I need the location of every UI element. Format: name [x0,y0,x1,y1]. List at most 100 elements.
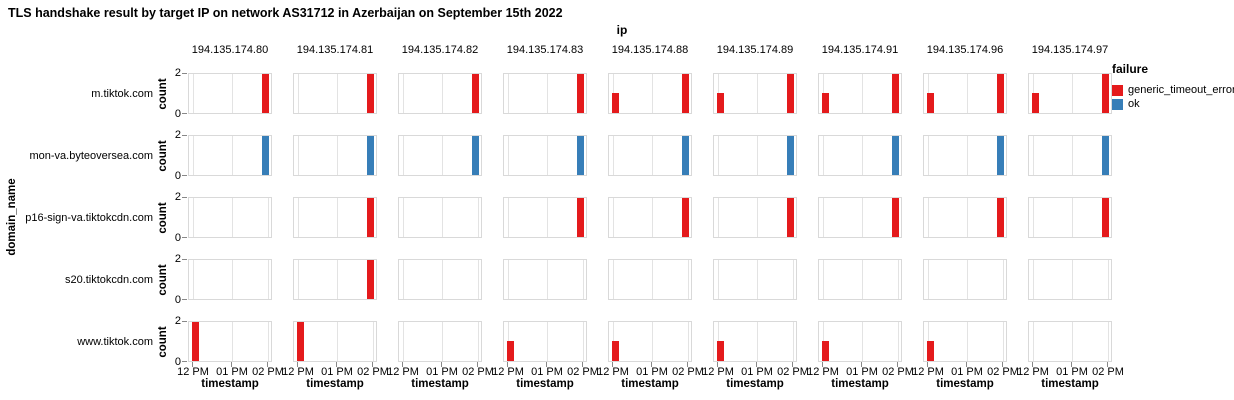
bar [577,198,584,237]
y-axis-tick-label: 0 [174,170,181,182]
gridline [652,198,653,237]
facet-cell [818,73,902,114]
facet-column-axis-title: ip [616,23,628,37]
bar [192,322,199,361]
bar [892,198,899,237]
bar [297,322,304,361]
gridline [823,136,824,175]
gridline [862,322,863,361]
bar [577,136,584,175]
gridline [298,198,299,237]
gridline [298,260,299,299]
bar [682,198,689,237]
x-axis-tick [297,362,298,367]
facet-cell [188,135,272,176]
bar [367,74,374,113]
y-axis-tick-label: 0 [174,108,181,120]
gridline [1033,322,1034,361]
bar [997,198,1004,237]
x-axis-tick-label: 12 PM [177,366,209,378]
facet-column-header: 194.135.174.81 [296,44,374,56]
gridline [478,198,479,237]
legend-label: ok [1128,98,1140,110]
bar [612,341,619,361]
facet-cell [293,321,377,362]
facet-cell [818,259,902,300]
gridline [688,322,689,361]
facet-cell [1028,259,1112,300]
gridline [967,74,968,113]
bar [262,136,269,175]
facet-cell [923,321,1007,362]
gridline [193,198,194,237]
x-axis-title: timestamp [936,378,994,390]
x-axis-tick-label: 12 PM [702,366,734,378]
x-axis-tick-label: 01 PM [846,366,878,378]
gridline [1033,260,1034,299]
facet-cell [713,321,797,362]
bar [612,93,619,113]
gridline [478,322,479,361]
bar [997,74,1004,113]
y-axis-tick [182,237,187,238]
gridline [793,260,794,299]
gridline [652,260,653,299]
gridline [1072,74,1073,113]
gridline [193,74,194,113]
x-axis-tick-label: 02 PM [252,366,284,378]
gridline [403,74,404,113]
x-axis-tick [231,362,232,367]
facet-cell [923,259,1007,300]
legend-swatch-ok [1112,98,1123,110]
gridline [757,74,758,113]
x-axis-tick [792,362,793,367]
x-axis-tick-label: 12 PM [597,366,629,378]
x-axis-tick [267,362,268,367]
gridline [652,74,653,113]
legend-swatch-generic-timeout-error [1112,84,1123,96]
facet-cell [188,321,272,362]
x-axis-tick-label: 01 PM [741,366,773,378]
x-axis-tick [927,362,928,367]
gridline [547,74,548,113]
x-axis-tick [372,362,373,367]
facet-cell [1028,197,1112,238]
gridline [232,260,233,299]
x-axis-title: timestamp [411,378,469,390]
facet-cell [608,259,692,300]
facet-cell [398,73,482,114]
x-axis-title: timestamp [201,378,259,390]
gridline [232,198,233,237]
x-axis-tick-label: 02 PM [1092,366,1124,378]
gridline [757,260,758,299]
gridline [967,260,968,299]
gridline [442,74,443,113]
x-axis-tick [822,362,823,367]
gridline [1003,322,1004,361]
bar [927,93,934,113]
x-axis-title: timestamp [1041,378,1099,390]
x-axis-tick [966,362,967,367]
y-axis-tick [182,197,187,198]
gridline [403,260,404,299]
facet-cell [608,73,692,114]
facet-column-header: 194.135.174.82 [401,44,479,56]
facet-column-header: 194.135.174.83 [506,44,584,56]
x-axis-tick [546,362,547,367]
facet-column-header: 194.135.174.96 [926,44,1004,56]
x-axis-tick-label: 02 PM [567,366,599,378]
legend-title: failure [1112,62,1149,76]
bar [927,341,934,361]
bar [367,198,374,237]
bar [367,136,374,175]
gridline [508,136,509,175]
facet-cell [398,135,482,176]
x-axis-tick-label: 01 PM [531,366,563,378]
x-axis-tick [1107,362,1108,367]
gridline [1108,322,1109,361]
bar [787,136,794,175]
x-axis-tick-label: 01 PM [636,366,668,378]
gridline [757,322,758,361]
x-axis-tick-label: 12 PM [387,366,419,378]
bar [1032,93,1039,113]
